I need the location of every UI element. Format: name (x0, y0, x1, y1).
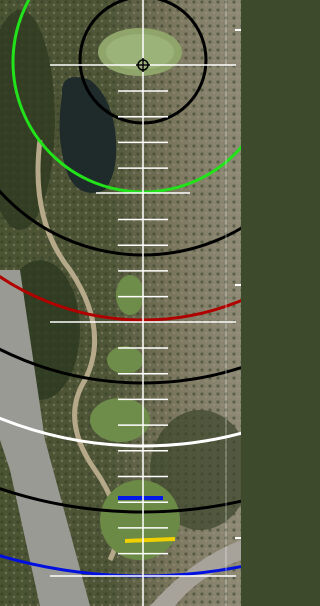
yellow-tee (125, 539, 175, 541)
hole-view (0, 0, 241, 606)
